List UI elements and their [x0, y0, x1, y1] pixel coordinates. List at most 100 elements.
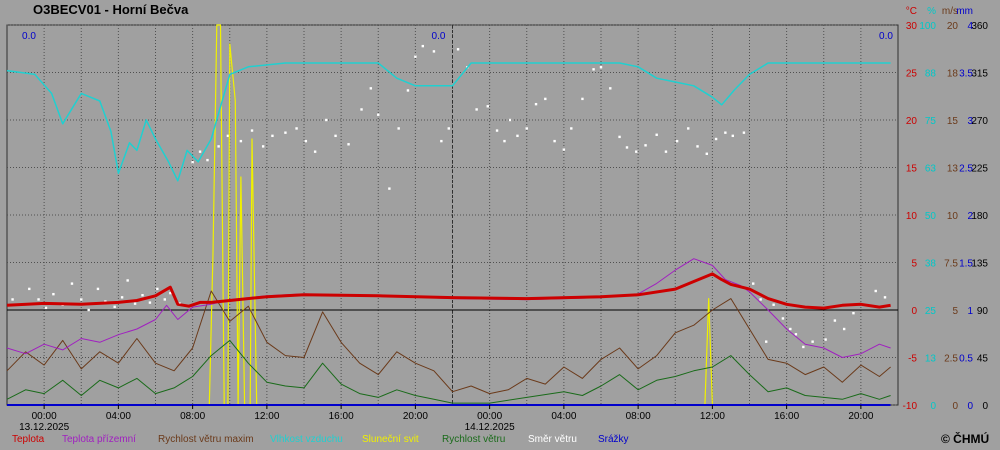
y-tick-label: 2.5 [944, 354, 958, 365]
wind-direction-point [414, 55, 417, 58]
axis-unit-label: % [927, 6, 936, 17]
wind-direction-point [731, 134, 734, 138]
y-tick-label: 25 [906, 69, 918, 80]
y-tick-label: 270 [971, 116, 988, 127]
legend-item-vlhkost-vzduchu: Vlhkost vzduchu [270, 434, 343, 445]
wind-direction-point [635, 150, 638, 153]
y-tick-label: 360 [971, 21, 988, 32]
wind-direction-point [581, 97, 584, 101]
y-tick-label: 20 [906, 116, 918, 127]
y-tick-label: 315 [971, 69, 988, 80]
wind-direction-point [70, 282, 74, 285]
corner-value-label: 0.0 [22, 31, 36, 42]
wind-direction-point [852, 311, 855, 315]
legend-item-teplota-prizemni: Teplota přízemní [62, 434, 136, 445]
x-tick-label: 00:00 [32, 411, 57, 422]
wind-direction-point [675, 139, 679, 143]
wind-direction-point [562, 148, 566, 151]
wind-direction-point [104, 300, 107, 303]
wind-direction-point [544, 97, 547, 101]
wind-direction-point [516, 134, 519, 138]
y-tick-label: 0 [967, 401, 973, 412]
wind-direction-point [217, 145, 220, 148]
y-tick-label: 1.5 [959, 259, 973, 270]
wind-direction-point [759, 298, 762, 301]
legend-item-srazky: Srážky [598, 434, 629, 445]
wind-direction-point [802, 345, 805, 349]
wind-direction-point [11, 298, 14, 301]
x-tick-label: 04:00 [551, 411, 576, 422]
y-tick-label: 100 [919, 21, 936, 32]
y-tick-label: 2 [967, 211, 973, 222]
wind-direction-point [842, 327, 846, 331]
wind-direction-point [360, 108, 363, 111]
wind-direction-point [284, 131, 287, 134]
y-tick-label: 15 [947, 116, 959, 127]
wind-direction-point [148, 301, 152, 304]
wind-direction-point [325, 118, 328, 122]
wind-direction-point [406, 89, 410, 92]
wind-direction-point [198, 150, 202, 153]
y-tick-label: 5 [911, 259, 917, 270]
x-tick-label: 08:00 [626, 411, 651, 422]
x-tick-label: 12:00 [254, 411, 279, 422]
wind-direction-point [313, 150, 317, 153]
wind-direction-point [833, 319, 837, 322]
wind-direction-point [447, 127, 450, 130]
wind-direction-point [553, 139, 556, 143]
wind-direction-point [592, 68, 595, 71]
wind-direction-point [724, 131, 727, 134]
y-tick-label: 15 [906, 164, 918, 175]
y-tick-label: 88 [925, 69, 937, 80]
wind-direction-point [534, 102, 538, 106]
y-tick-label: 50 [925, 211, 937, 222]
y-tick-label: 45 [977, 354, 989, 365]
y-tick-label: 13 [947, 164, 959, 175]
wind-direction-point [655, 133, 658, 136]
wind-direction-point [377, 113, 380, 116]
wind-direction-point [44, 306, 48, 310]
wind-direction-point [456, 48, 460, 51]
wind-direction-point [169, 291, 172, 295]
wind-direction-point [811, 340, 814, 343]
y-tick-label: 180 [971, 211, 988, 222]
x-date-label: 13.12.2025 [19, 422, 69, 433]
x-tick-label: 00:00 [477, 411, 502, 422]
wind-direction-point [28, 287, 31, 291]
wind-direction-point [397, 127, 400, 130]
y-tick-label: 18 [947, 69, 959, 80]
wind-direction-point [96, 287, 100, 291]
axis-unit-label: mm [956, 6, 973, 17]
wind-direction-point [824, 338, 827, 341]
wind-direction-point [503, 139, 506, 143]
wind-direction-point [705, 152, 709, 155]
y-tick-label: 0 [911, 306, 917, 317]
wind-direction-point [687, 127, 690, 130]
y-tick-label: 0.5 [959, 354, 973, 365]
wind-direction-point [495, 129, 499, 132]
y-tick-label: -5 [908, 354, 917, 365]
wind-direction-point [570, 127, 573, 130]
wind-direction-point [525, 127, 528, 130]
y-tick-label: 0 [982, 401, 988, 412]
wind-direction-point [664, 150, 668, 153]
y-tick-label: 63 [925, 164, 937, 175]
axis-unit-label: m/s [942, 6, 958, 17]
wind-direction-point [295, 127, 298, 130]
y-tick-label: 90 [977, 306, 989, 317]
y-tick-label: 38 [925, 259, 937, 270]
wind-direction-point [163, 298, 166, 301]
corner-value-label: 0.0 [432, 31, 446, 42]
wind-direction-point [347, 143, 350, 146]
wind-direction-point [133, 302, 137, 305]
wind-direction-point [250, 129, 254, 132]
wind-direction-point [874, 289, 877, 293]
wind-direction-point [432, 50, 436, 53]
wind-direction-point [772, 303, 775, 306]
y-tick-label: 3 [967, 116, 973, 127]
wind-direction-point [113, 305, 116, 309]
y-tick-label: 4 [967, 21, 973, 32]
wind-direction-point [440, 139, 443, 143]
series-line-vlhkost-vzduchu [6, 62, 891, 182]
